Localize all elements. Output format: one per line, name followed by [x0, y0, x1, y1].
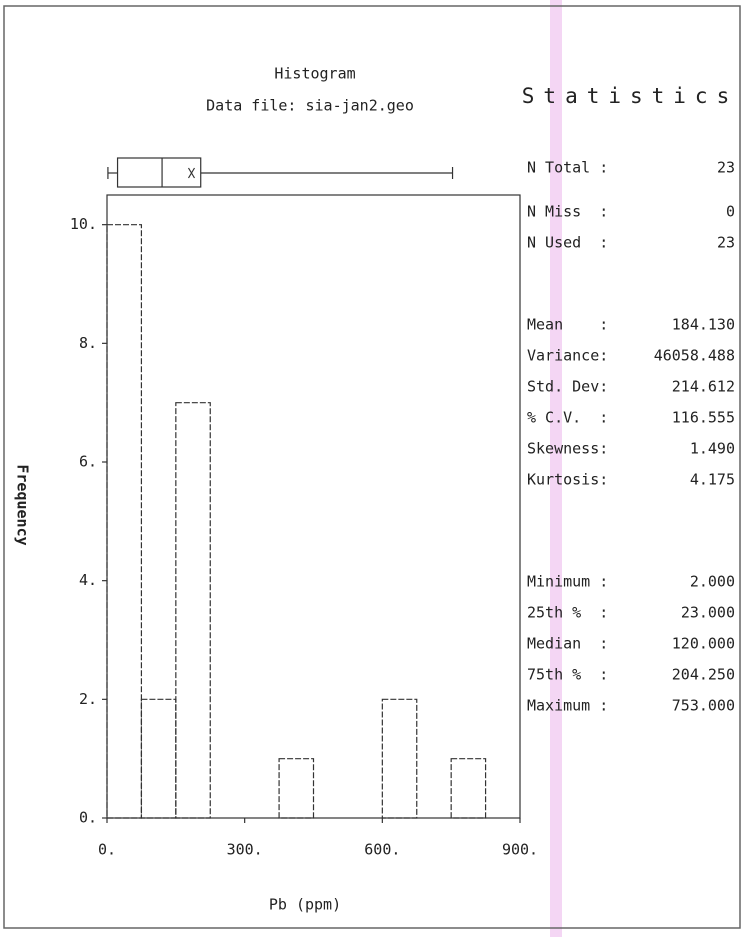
stat-value: 1.490 [690, 440, 735, 458]
stat-value: 116.555 [672, 409, 735, 427]
stat-label: Skewness: [527, 440, 608, 458]
stat-label: Mean : [527, 316, 608, 334]
stat-value: 23 [717, 159, 735, 177]
stat-label: Median : [527, 635, 608, 653]
stat-value: 184.130 [672, 316, 735, 334]
y-tick-label: 0. [79, 809, 97, 827]
y-tick-label: 2. [79, 690, 97, 708]
stat-label: 75th % : [527, 666, 608, 684]
y-tick-label: 6. [79, 453, 97, 471]
bar [106, 224, 143, 819]
y-tick-label: 10. [70, 215, 97, 233]
stats-title: Statistics [522, 84, 738, 108]
x-tick-label: 0. [98, 841, 116, 859]
box [116, 157, 202, 188]
stat-value: 46058.488 [654, 347, 735, 365]
stat-value: 753.000 [672, 697, 735, 715]
bar [278, 758, 315, 819]
x-axis-label: Pb (ppm) [269, 896, 341, 914]
stat-label: N Used : [527, 234, 608, 252]
chart-title: Histogram [274, 65, 355, 83]
stat-value: 0 [726, 203, 735, 221]
mean-marker [187, 167, 196, 179]
stat-label: Minimum : [527, 573, 608, 591]
stat-label: Maximum : [527, 697, 608, 715]
stat-value: 23.000 [681, 604, 735, 622]
x-tick-label: 600. [364, 841, 400, 859]
bar [381, 698, 418, 819]
frame [3, 5, 741, 929]
stat-label: Std. Dev: [527, 378, 608, 396]
stat-value: 23 [717, 234, 735, 252]
bar [450, 758, 487, 819]
stat-value: 214.612 [672, 378, 735, 396]
stat-label: N Total : [527, 159, 608, 177]
y-axis-label: Frequency [14, 464, 32, 545]
stat-label: 25th % : [527, 604, 608, 622]
x-tick-label: 300. [227, 841, 263, 859]
stat-label: Variance: [527, 347, 608, 365]
bar [140, 698, 177, 819]
stat-label: N Miss : [527, 203, 608, 221]
stat-value: 120.000 [672, 635, 735, 653]
stat-label: % C.V. : [527, 409, 608, 427]
y-tick-label: 8. [79, 334, 97, 352]
stat-value: 204.250 [672, 666, 735, 684]
stat-label: Kurtosis: [527, 471, 608, 489]
x-tick-label: 900. [502, 841, 538, 859]
scan-stripe [550, 0, 562, 937]
bar [175, 402, 211, 819]
y-tick-label: 4. [79, 571, 97, 589]
stat-value: 2.000 [690, 573, 735, 591]
stat-value: 4.175 [690, 471, 735, 489]
chart-subtitle: Data file: sia-jan2.geo [206, 97, 414, 115]
